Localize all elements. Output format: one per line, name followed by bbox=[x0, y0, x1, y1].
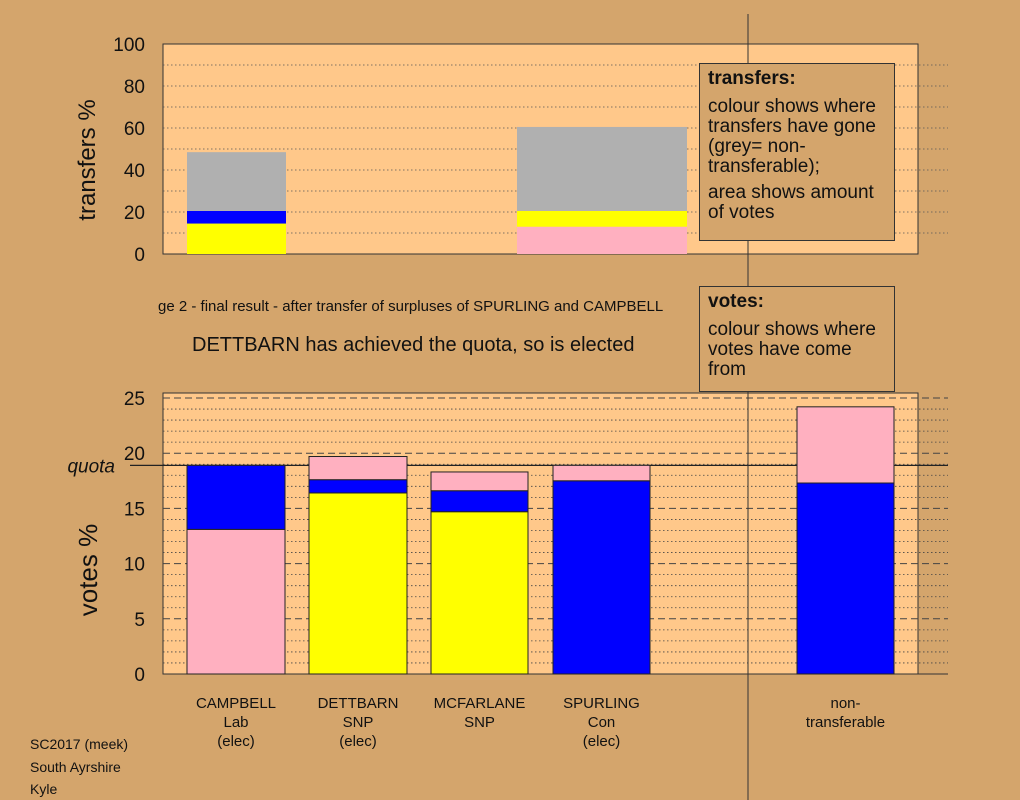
transfers-legend-title: transfers: bbox=[708, 68, 796, 89]
transfers-legend: transfers: colour shows where transfers … bbox=[699, 63, 895, 241]
votes-legend: votes: colour shows where votes have com… bbox=[699, 286, 895, 392]
votes-y-tick: 10 bbox=[124, 555, 145, 576]
footer-ward: Kyle bbox=[30, 781, 58, 797]
vote-segment-con bbox=[186, 464, 286, 530]
category-label: non- bbox=[830, 695, 860, 712]
transfer-segment-snp bbox=[187, 223, 286, 254]
transfers-y-tick: 60 bbox=[124, 119, 145, 140]
category-label: CAMPBELL bbox=[196, 695, 276, 712]
footer-council: South Ayrshire bbox=[30, 759, 121, 775]
transfers-legend-colour: colour shows where transfers have gone (… bbox=[708, 96, 876, 177]
votes-y-tick: 5 bbox=[134, 610, 145, 631]
transfer-segment-con bbox=[187, 210, 286, 224]
category-label: DETTBARN bbox=[318, 695, 399, 712]
transfer-segment-snp bbox=[517, 210, 687, 227]
election-status: DETTBARN has achieved the quota, so is e… bbox=[192, 334, 635, 356]
vote-segment-con bbox=[796, 482, 895, 675]
vote-segment-lab bbox=[186, 528, 286, 675]
category-label: (elec) bbox=[583, 733, 621, 750]
vote-segment-lab bbox=[308, 456, 408, 481]
votes-y-tick: 0 bbox=[134, 665, 145, 686]
vote-segment-lab bbox=[430, 471, 529, 492]
transfer-segment-nontransferable bbox=[187, 152, 286, 211]
votes-y-tick: 15 bbox=[124, 499, 145, 520]
category-label: MCFARLANE bbox=[434, 695, 526, 712]
category-label: SNP bbox=[464, 714, 495, 731]
vote-segment-lab bbox=[552, 464, 651, 482]
transfers-y-tick: 0 bbox=[134, 245, 145, 266]
quota-label: quota bbox=[67, 456, 115, 477]
votes-plot-area bbox=[162, 392, 919, 675]
votes-y-tick: 25 bbox=[124, 389, 145, 410]
category-label: Con bbox=[588, 714, 616, 731]
transfers-y-axis-label: transfers % bbox=[74, 99, 101, 220]
votes-y-axis-label: votes % bbox=[73, 524, 103, 617]
transfers-y-tick: 80 bbox=[124, 77, 145, 98]
stage-description: ge 2 - final result - after transfer of … bbox=[158, 298, 664, 315]
vote-segment-con bbox=[308, 479, 408, 494]
vote-segment-snp bbox=[430, 511, 529, 675]
category-label: SNP bbox=[343, 714, 374, 731]
transfers-y-tick: 40 bbox=[124, 161, 145, 182]
votes-y-tick: 20 bbox=[124, 444, 145, 465]
transfer-segment-lab bbox=[517, 226, 687, 254]
vote-segment-snp bbox=[308, 492, 408, 675]
votes-legend-title: votes: bbox=[708, 291, 764, 312]
vote-segment-con bbox=[430, 490, 529, 513]
transfers-y-tick: 100 bbox=[113, 35, 145, 56]
category-label: SPURLING bbox=[563, 695, 640, 712]
transfers-y-tick: 20 bbox=[124, 203, 145, 224]
vote-segment-lab bbox=[796, 406, 895, 484]
category-label: transferable bbox=[806, 714, 885, 731]
category-label: (elec) bbox=[339, 733, 377, 750]
footer-method: SC2017 (meek) bbox=[30, 736, 129, 752]
votes-legend-colour: colour shows where votes have come from bbox=[708, 319, 876, 380]
category-label: Lab bbox=[223, 714, 248, 731]
transfer-segment-nontransferable bbox=[517, 126, 687, 211]
vote-segment-con bbox=[552, 480, 651, 675]
category-label: (elec) bbox=[217, 733, 255, 750]
transfers-legend-area: area shows amount of votes bbox=[708, 182, 874, 223]
